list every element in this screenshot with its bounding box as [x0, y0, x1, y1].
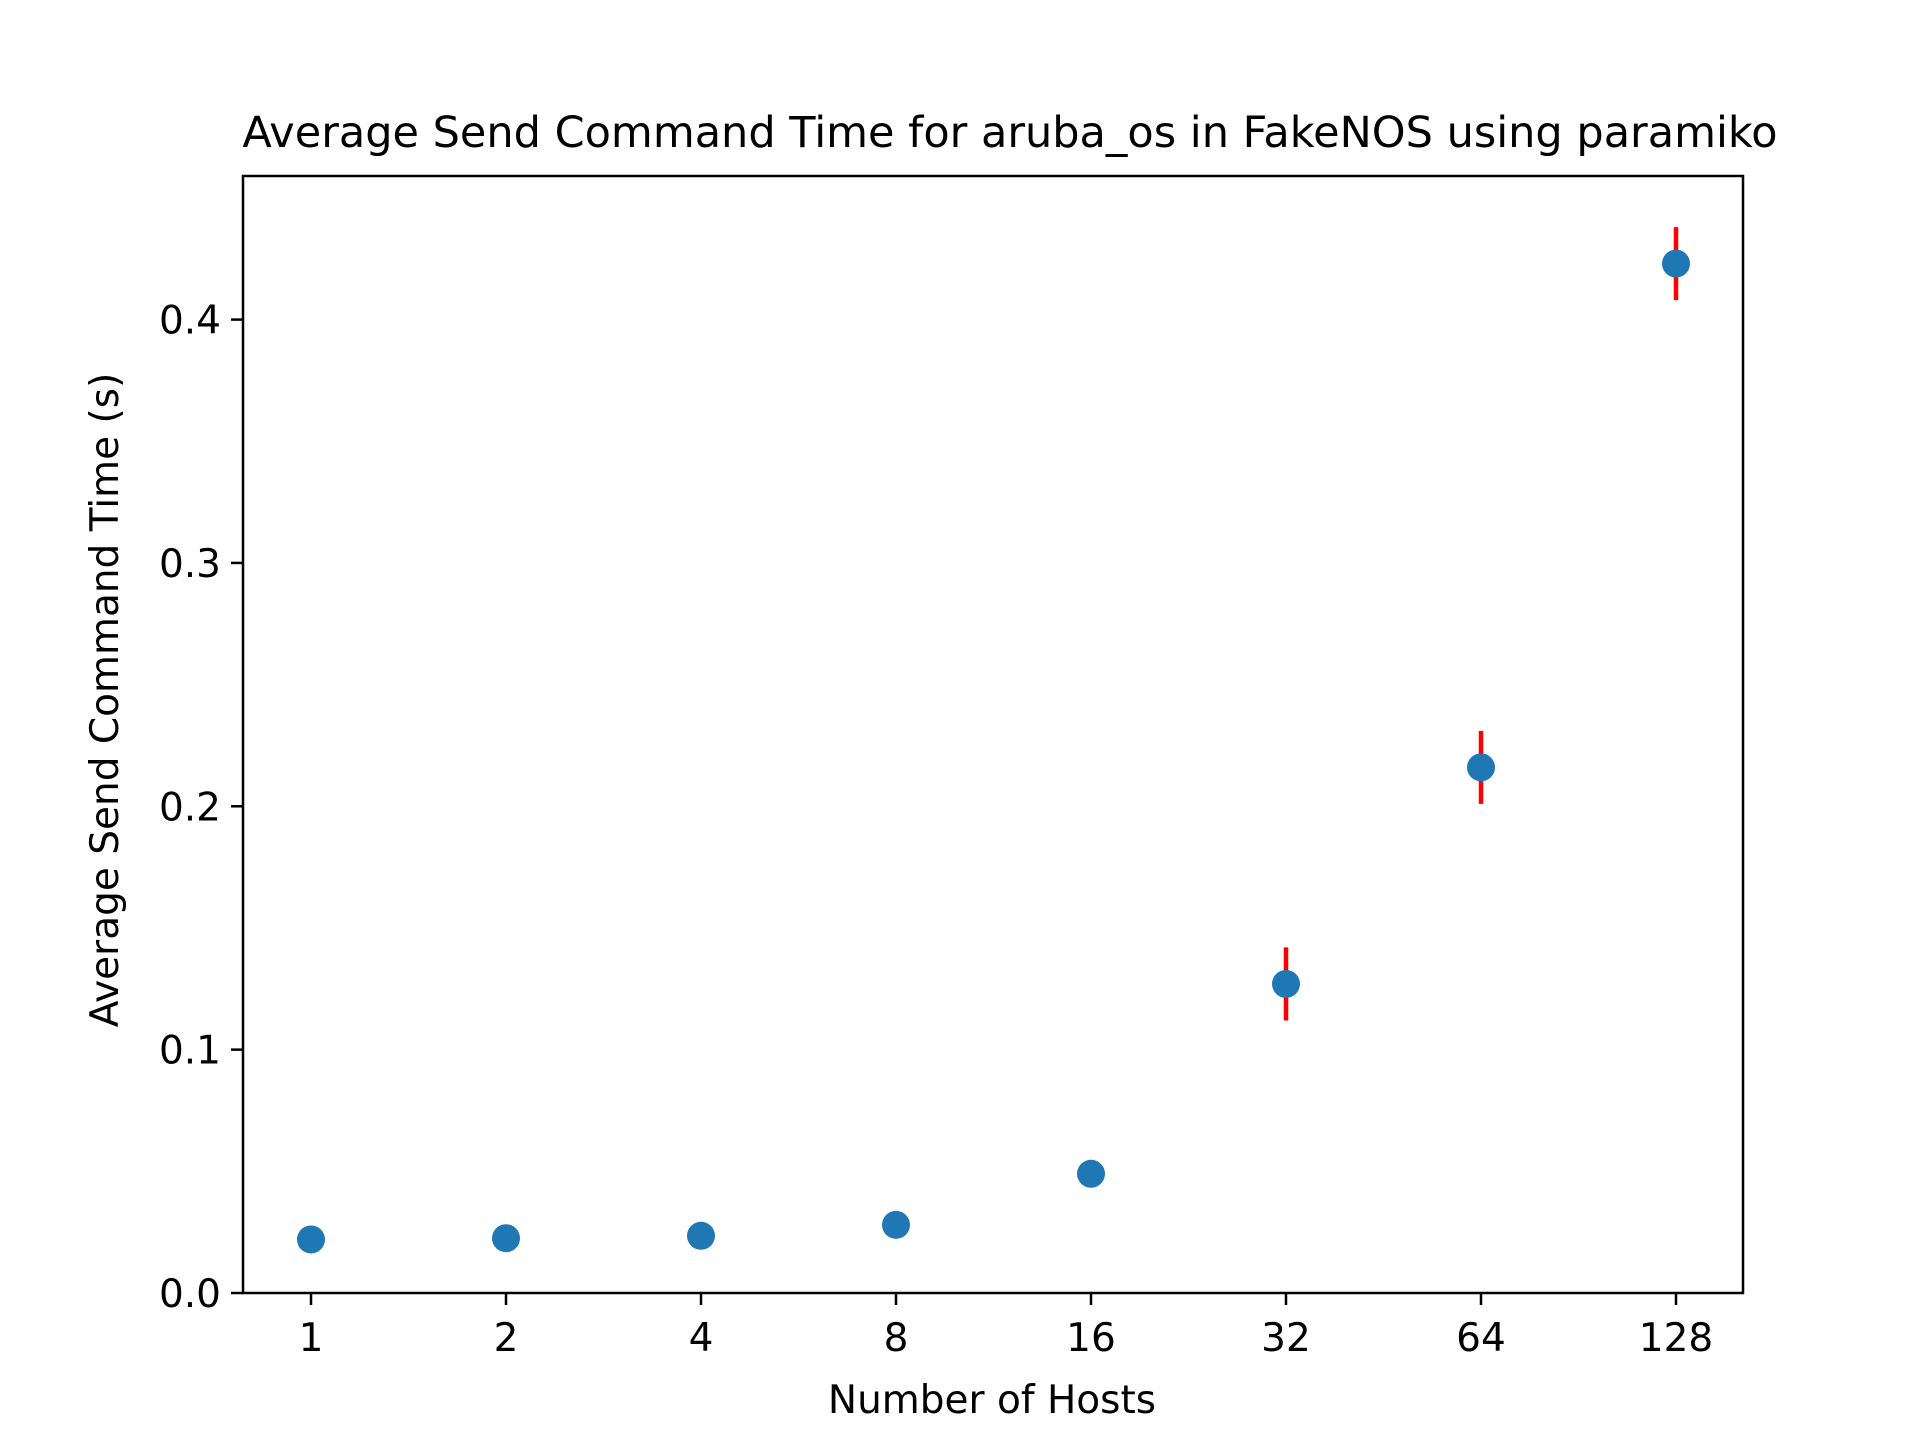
data-point: [1467, 753, 1495, 782]
plot-area: [297, 227, 1690, 1254]
axes: 1 2 4 8 16 32 64 128 0.0 0.1 0.2 0.3 0.4: [159, 299, 1713, 1361]
y-tick-label: 0.4: [159, 299, 221, 344]
data-point: [687, 1221, 715, 1250]
x-tick-label: 2: [494, 1316, 519, 1361]
chart-title: Average Send Command Time for aruba_os i…: [242, 108, 1777, 158]
y-tick-label: 0.2: [159, 785, 221, 830]
data-point: [1272, 969, 1300, 998]
data-point: [1077, 1159, 1105, 1188]
data-point: [882, 1210, 910, 1239]
data-point: [1662, 249, 1690, 278]
x-tick-label: 4: [689, 1316, 714, 1361]
y-tick-label: 0.3: [159, 542, 221, 587]
x-tick-label: 128: [1639, 1316, 1713, 1361]
x-tick-label: 8: [884, 1316, 909, 1361]
plot-frame: [241, 174, 1745, 1295]
data-point: [297, 1225, 325, 1254]
x-tick-label: 32: [1261, 1316, 1311, 1361]
x-tick-label: 1: [299, 1316, 324, 1361]
x-tick-label: 64: [1456, 1316, 1506, 1361]
y-tick-label: 0.0: [159, 1272, 221, 1317]
x-tick-label: 16: [1066, 1316, 1116, 1361]
y-axis-label: Average Send Command Time (s): [83, 373, 128, 1028]
x-axis-label: Number of Hosts: [828, 1378, 1156, 1423]
data-point: [492, 1224, 520, 1253]
y-tick-label: 0.1: [159, 1029, 221, 1074]
